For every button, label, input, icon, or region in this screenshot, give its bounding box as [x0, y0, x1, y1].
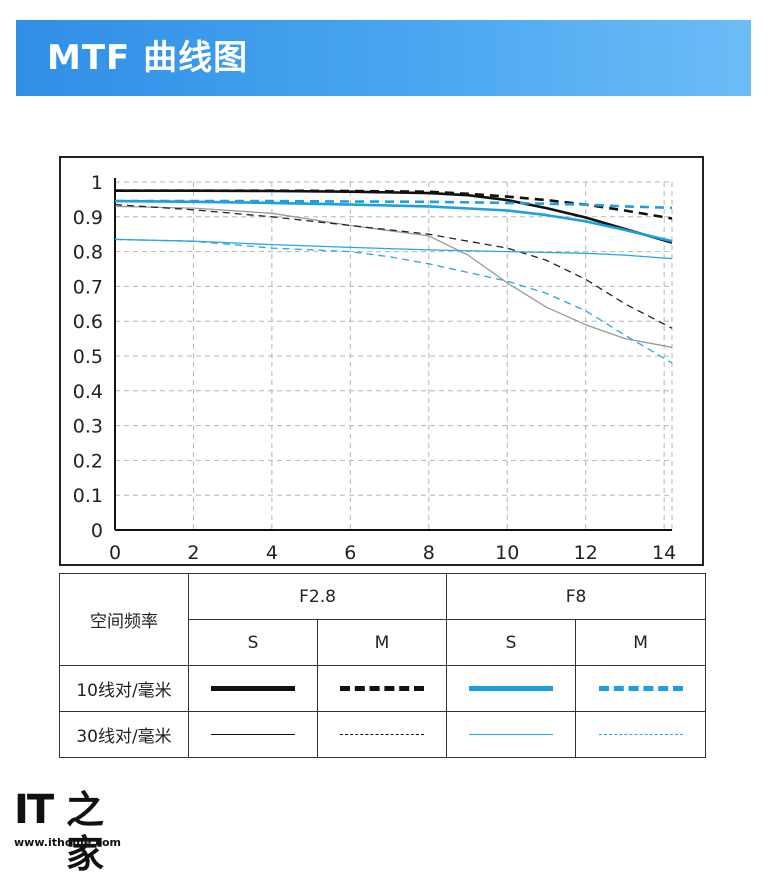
legend-cell: [188, 665, 318, 712]
legend-sample-f8-30-s: [469, 734, 554, 735]
legend-row-30: 30线对/毫米: [59, 711, 189, 758]
legend-cell: [188, 711, 318, 758]
x-tick-label: 8: [423, 542, 435, 564]
logo-it-mark: IT: [14, 787, 54, 833]
y-tick-label: 0.1: [73, 485, 103, 507]
mtf-chart: 0 0.1 0.2 0.3 0.4 0.5 0.6 0.7 0.8 0.9 1 0 2 4 6 8 10 12 14: [59, 156, 704, 566]
logo-url: www.ithome.com: [14, 836, 122, 849]
y-tick-label: 0.5: [73, 346, 103, 368]
legend-sub-f28-m: M: [316, 619, 448, 666]
legend-sub-f28-s: S: [188, 619, 318, 666]
legend-cell: [446, 665, 577, 712]
legend-sample-f8-30-m: [598, 734, 683, 735]
x-tick-label: 14: [652, 542, 676, 564]
legend-sub-f8-s: S: [446, 619, 577, 666]
legend-cell: [575, 665, 707, 712]
legend-cell: [446, 711, 577, 758]
ithome-logo: IT 之家 www.ithome.com: [14, 787, 124, 876]
legend-sample-f8-10-m: [598, 686, 683, 691]
series-line-f8_30_s: [114, 238, 673, 260]
legend-cell: [316, 711, 448, 758]
series-line-f8_10_s: [114, 199, 673, 243]
title-banner: MTF 曲线图: [16, 20, 751, 96]
x-tick-label: 6: [344, 542, 356, 564]
legend-cell: [316, 665, 448, 712]
legend-group-f8: F8: [446, 573, 707, 620]
series-line-f8_10_m: [115, 199, 673, 210]
series-line-f28_30_s: [114, 205, 673, 348]
y-tick-label: 0.9: [73, 207, 103, 229]
y-tick-label: 0.4: [73, 381, 103, 403]
legend-sample-f28-30-m: [340, 734, 424, 735]
legend-sample-f28-10-s: [211, 686, 295, 691]
y-tick-label: 0: [91, 520, 103, 542]
x-tick-label: 0: [109, 542, 121, 564]
x-tick-label: 2: [187, 542, 199, 564]
legend-cell: [575, 711, 707, 758]
y-tick-label: 1: [91, 172, 103, 194]
legend-sample-f28-30-s: [211, 734, 295, 735]
y-tick-label: 0.7: [73, 276, 103, 298]
legend-sample-f28-10-m: [340, 686, 424, 691]
mtf-chart-svg: 00.10.20.30.40.50.60.70.80.910 2 4 6 8 10 12 14: [73, 172, 676, 564]
series-line-f28_30_m: [114, 203, 673, 329]
series-line-f28_10_m: [115, 189, 673, 220]
y-tick-label: 0.8: [73, 242, 103, 264]
legend-group-f28: F2.8: [187, 573, 448, 620]
x-tick-label: 10: [495, 542, 519, 564]
logo-cn-mark: 之家: [66, 788, 105, 876]
y-tick-label: 0.3: [73, 416, 103, 438]
series-line-f8_30_m: [114, 238, 673, 364]
y-tick-label: 0.2: [73, 450, 103, 472]
legend-row-header: 空间频率: [59, 573, 189, 666]
legend-sub-f8-m: M: [575, 619, 707, 666]
series-line-f28_10_s: [115, 189, 673, 244]
x-tick-label: 12: [574, 542, 598, 564]
y-tick-label: 0.6: [73, 311, 103, 333]
legend-sample-f8-10-s: [469, 686, 554, 691]
page-title: MTF 曲线图: [47, 38, 249, 78]
legend-table: 空间频率 F2.8 F8 S M S M 10线对/毫米 30线对/毫米: [59, 573, 707, 758]
legend-row-10: 10线对/毫米: [59, 665, 189, 712]
x-tick-label: 4: [266, 542, 278, 564]
